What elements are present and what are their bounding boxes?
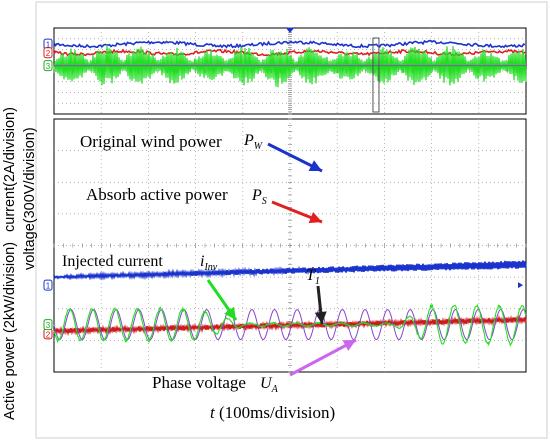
- overview-window-marker: [372, 37, 380, 113]
- overview-trigger-marker: [286, 28, 294, 33]
- main-channel-marker-3-box: [43, 319, 53, 331]
- y-axis-label-current: current(2A/division): [2, 107, 18, 232]
- series-iinv-line: [53, 303, 527, 347]
- y-axis-label-outer: Active power (2kW/division): [2, 241, 18, 420]
- annotation-phase-voltage: Phase voltage: [152, 373, 246, 392]
- arrow-pw-head: [308, 160, 322, 171]
- series-ua-line: [53, 308, 527, 341]
- arrow-ua-shaft: [289, 338, 357, 377]
- overview-trace-3: [53, 44, 527, 88]
- arrow-t1-head: [314, 311, 327, 324]
- x-axis-variable: t: [210, 403, 215, 422]
- annotation-absorb-active-power: Absorb active power: [86, 185, 228, 204]
- annotation-original-wind-power: Original wind power: [80, 132, 222, 151]
- main-traces: [53, 260, 527, 347]
- overview-traces: [53, 28, 527, 113]
- overview-channel-marker-3-label: 3: [46, 62, 51, 71]
- main-channel-marker-1-box: [43, 279, 53, 291]
- arrow-iinv-head: [224, 306, 236, 320]
- annotation-injected-current: Injected current: [62, 253, 163, 270]
- x-axis-label: t (100ms/division): [210, 403, 335, 423]
- main-channel-marker-1-label: 1: [46, 282, 51, 291]
- overview-trace-1: [53, 39, 526, 49]
- arrow-ps-head: [308, 212, 322, 224]
- main-channel-marker-3-label: 3: [46, 321, 51, 330]
- overview-channel-marker-2-label: 2: [46, 49, 51, 58]
- overview-channel-marker-3-box: [43, 60, 53, 72]
- annotation-ua-symbol: UA: [260, 375, 279, 395]
- x-axis-unit: (100ms/division): [218, 403, 336, 422]
- overview-channel-marker-2-box: [43, 47, 53, 59]
- overview-channel-marker-1-label: 1: [46, 41, 51, 50]
- arrow-ua-head: [342, 340, 356, 351]
- main-channel-marker-2-label: 2: [46, 330, 51, 339]
- figure-border: [35, 1, 548, 439]
- series-pw-line: [53, 260, 527, 281]
- main-right-marker: [518, 282, 523, 289]
- y-axis-label-voltage: voltage(300V/division): [22, 127, 38, 270]
